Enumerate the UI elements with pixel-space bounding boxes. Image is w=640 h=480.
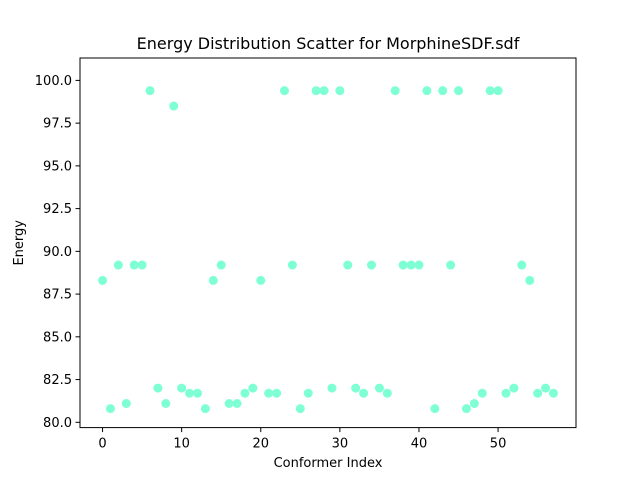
data-point <box>493 86 503 96</box>
data-point <box>374 383 384 393</box>
data-point <box>121 398 131 408</box>
data-point <box>469 398 479 408</box>
data-point <box>351 383 361 393</box>
data-point <box>367 260 377 270</box>
data-point <box>200 404 210 414</box>
x-tick-label: 50 <box>490 437 507 452</box>
y-axis-label: Energy <box>12 220 27 266</box>
data-point <box>98 275 108 285</box>
x-tick-label: 20 <box>252 437 269 452</box>
data-point <box>177 383 187 393</box>
x-axis-label: Conformer Index <box>274 456 383 471</box>
y-tick-label: 82.5 <box>43 373 72 388</box>
data-point <box>311 86 321 96</box>
data-point <box>240 388 250 398</box>
data-point <box>185 388 195 398</box>
x-tick-label: 0 <box>98 437 106 452</box>
data-point <box>533 388 543 398</box>
data-point <box>303 388 313 398</box>
y-tick-label: 90.0 <box>43 245 72 260</box>
y-tick-label: 85.0 <box>43 330 72 345</box>
data-point <box>359 388 369 398</box>
data-point <box>192 388 202 398</box>
data-point <box>501 388 511 398</box>
data-point <box>208 275 218 285</box>
data-point <box>517 260 527 270</box>
data-point <box>287 260 297 270</box>
data-point <box>295 404 305 414</box>
data-point <box>548 388 558 398</box>
data-point <box>461 404 471 414</box>
data-point <box>525 275 535 285</box>
data-point <box>113 260 123 270</box>
data-point <box>390 86 400 96</box>
data-point <box>327 383 337 393</box>
data-point <box>256 275 266 285</box>
data-point <box>541 383 551 393</box>
data-point <box>161 398 171 408</box>
data-point <box>129 260 139 270</box>
y-tick-label: 100.0 <box>35 74 72 89</box>
data-point <box>343 260 353 270</box>
y-tick-label: 95.0 <box>43 159 72 174</box>
data-point <box>105 404 115 414</box>
x-axis-ticks: 0 10 20 30 40 50 <box>98 427 507 452</box>
data-point <box>414 260 424 270</box>
data-point <box>454 86 464 96</box>
data-point <box>153 383 163 393</box>
plot-frame <box>79 57 577 429</box>
data-point <box>430 404 440 414</box>
data-point <box>264 388 274 398</box>
x-tick-label: 40 <box>411 437 428 452</box>
data-point <box>509 383 519 393</box>
data-point <box>145 86 155 96</box>
data-point <box>398 260 408 270</box>
y-tick-label: 92.5 <box>43 202 72 217</box>
data-point <box>272 388 282 398</box>
data-point <box>335 86 345 96</box>
data-point <box>382 388 392 398</box>
data-point <box>319 86 329 96</box>
data-point <box>406 260 416 270</box>
x-tick-label: 30 <box>332 437 349 452</box>
data-points <box>98 86 558 414</box>
y-tick-label: 80.0 <box>43 416 72 431</box>
data-point <box>248 383 258 393</box>
data-point <box>216 260 226 270</box>
data-point <box>137 260 147 270</box>
y-axis-ticks: 80.0 82.5 85.0 87.5 90.0 92.5 95.0 97.5 100.0 <box>35 74 80 431</box>
data-point <box>422 86 432 96</box>
data-point <box>232 398 242 408</box>
x-tick-label: 10 <box>173 437 190 452</box>
data-point <box>446 260 456 270</box>
y-tick-label: 97.5 <box>43 117 72 132</box>
y-tick-label: 87.5 <box>43 288 72 303</box>
data-point <box>279 86 289 96</box>
data-point <box>224 398 234 408</box>
data-point <box>169 101 179 111</box>
data-point <box>438 86 448 96</box>
chart-title: Energy Distribution Scatter for Morphine… <box>137 34 520 53</box>
data-point <box>477 388 487 398</box>
data-point <box>485 86 495 96</box>
